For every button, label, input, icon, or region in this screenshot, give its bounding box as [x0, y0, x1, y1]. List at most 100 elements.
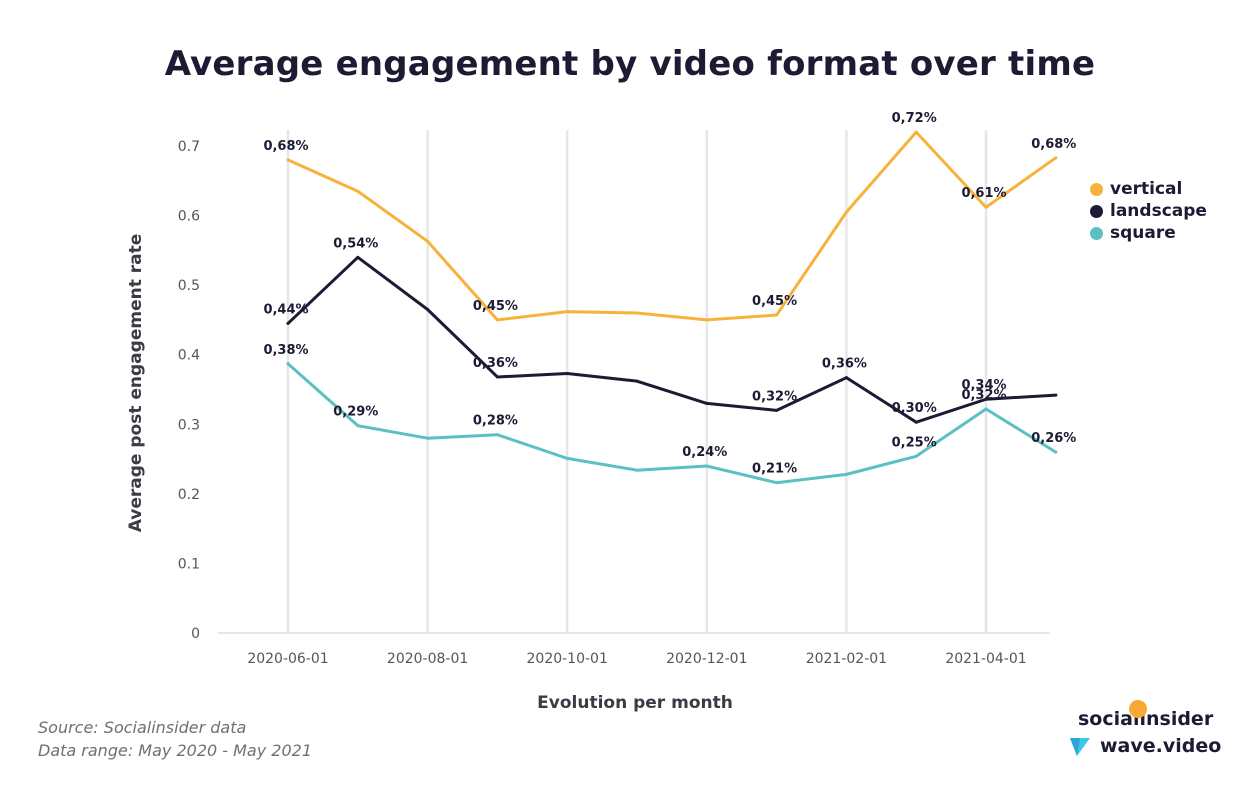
data-point-landscape [1054, 393, 1058, 397]
data-range-note: Data range: May 2020 - May 2021 [38, 741, 312, 760]
legend-label: square [1110, 223, 1176, 243]
data-point-landscape [426, 307, 430, 311]
y-tick-label: 0.2 [178, 487, 200, 503]
data-point-square [565, 456, 569, 460]
series-line-landscape [286, 255, 1058, 424]
data-point-square [426, 436, 430, 440]
data-point-vertical [705, 318, 709, 322]
wavevideo-wordmark: wave.video [1100, 735, 1222, 757]
data-point-square [914, 454, 918, 458]
data-point-landscape [775, 408, 779, 412]
data-point-vertical [1054, 156, 1058, 160]
y-tick-label: 0.7 [178, 139, 200, 155]
data-point-vertical [844, 210, 848, 214]
data-point-vertical [286, 158, 290, 162]
data-point-vertical [495, 318, 499, 322]
legend-item-vertical: vertical [1090, 178, 1207, 200]
legend-swatch-square [1090, 226, 1103, 240]
legend-item-landscape: landscape [1090, 200, 1207, 222]
data-label-layer: 0,68% 0,45% 0,45% 0,72% 0,61% 0,68% 0,44% 0,54%… [263, 111, 1076, 477]
data-label-landscape: 0,36% [822, 357, 867, 372]
data-label-vertical: 0,45% [752, 294, 797, 309]
x-tick-label: 2020-08-01 [387, 651, 468, 667]
grid-layer [218, 130, 1050, 634]
wavevideo-logo: wave.video [1068, 734, 1228, 758]
data-point-square [286, 362, 290, 366]
data-point-vertical [565, 310, 569, 314]
data-label-landscape: 0,32% [752, 389, 797, 404]
data-point-square [1054, 450, 1058, 454]
data-point-landscape [356, 255, 360, 259]
data-point-landscape [844, 376, 848, 380]
data-point-square [356, 424, 360, 428]
x-axis-label: Evolution per month [537, 693, 733, 713]
legend: vertical landscape square [1090, 178, 1207, 244]
data-point-landscape [495, 375, 499, 379]
y-tick-label: 0.4 [178, 348, 200, 364]
data-point-vertical [775, 313, 779, 317]
x-tick-label: 2020-12-01 [666, 651, 747, 667]
data-point-square [705, 464, 709, 468]
data-label-square: 0,21% [752, 462, 797, 477]
data-label-landscape: 0,54% [333, 236, 378, 251]
data-label-landscape: 0,36% [473, 356, 518, 371]
data-point-square [984, 407, 988, 411]
legend-swatch-vertical [1090, 182, 1103, 196]
data-point-square [844, 472, 848, 476]
data-point-landscape [914, 420, 918, 424]
y-tick-label: 0.5 [178, 278, 200, 294]
data-label-landscape: 0,30% [892, 401, 937, 416]
data-point-landscape [635, 379, 639, 383]
data-point-vertical [426, 239, 430, 243]
y-tick-label: 0.3 [178, 417, 200, 433]
data-label-vertical: 0,72% [892, 111, 937, 126]
legend-label: landscape [1110, 201, 1207, 221]
x-tick-label: 2021-04-01 [945, 651, 1026, 667]
data-label-square: 0,32% [961, 388, 1006, 403]
socialinsider-dot-icon [1129, 700, 1147, 718]
data-point-landscape [984, 397, 988, 401]
chart-title: Average engagement by video format over … [164, 44, 1096, 84]
wavevideo-play-icon [1070, 738, 1090, 756]
data-point-square [775, 481, 779, 485]
data-label-square: 0,26% [1031, 431, 1076, 446]
data-label-vertical: 0,68% [1031, 137, 1076, 152]
x-tick-label: 2021-02-01 [806, 651, 887, 667]
data-point-landscape [705, 401, 709, 405]
data-point-vertical [635, 311, 639, 315]
data-label-vertical: 0,61% [961, 186, 1006, 201]
series-line-vertical [286, 130, 1058, 322]
data-point-vertical [984, 205, 988, 209]
data-label-square: 0,25% [892, 435, 937, 450]
x-tick-label: 2020-06-01 [247, 651, 328, 667]
series-line-square [286, 362, 1058, 485]
y-tick-label: 0 [191, 626, 200, 642]
data-label-square: 0,29% [333, 405, 378, 420]
legend-label: vertical [1110, 179, 1183, 199]
legend-swatch-landscape [1090, 204, 1103, 218]
socialinsider-wordmark: socialinsider [1078, 708, 1214, 730]
data-label-square: 0,24% [682, 445, 727, 460]
y-axis-label: Average post engagement rate [126, 234, 146, 533]
source-note: Source: Socialinsider data [38, 718, 247, 737]
series-layer [286, 130, 1058, 485]
data-point-square [495, 433, 499, 437]
x-tick-label: 2020-10-01 [527, 651, 608, 667]
data-point-landscape [286, 321, 290, 325]
socialinsider-logo: socialinsider [1068, 700, 1228, 730]
data-point-vertical [914, 130, 918, 134]
legend-item-square: square [1090, 222, 1207, 244]
data-label-landscape: 0,44% [263, 302, 308, 317]
data-label-square: 0,38% [263, 343, 308, 358]
data-label-vertical: 0,68% [263, 139, 308, 154]
data-label-vertical: 0,45% [473, 299, 518, 314]
data-point-landscape [565, 371, 569, 375]
data-point-square [635, 468, 639, 472]
axis-layer: 2020-06-01 2020-08-01 2020-10-01 2020-12-01… [178, 139, 1027, 667]
y-tick-label: 0.1 [178, 556, 200, 572]
data-label-square: 0,28% [473, 414, 518, 429]
brand-logos: socialinsider wave.video [1068, 700, 1228, 758]
data-point-vertical [356, 189, 360, 193]
data-label-landscape: 0,34% [961, 378, 1006, 393]
